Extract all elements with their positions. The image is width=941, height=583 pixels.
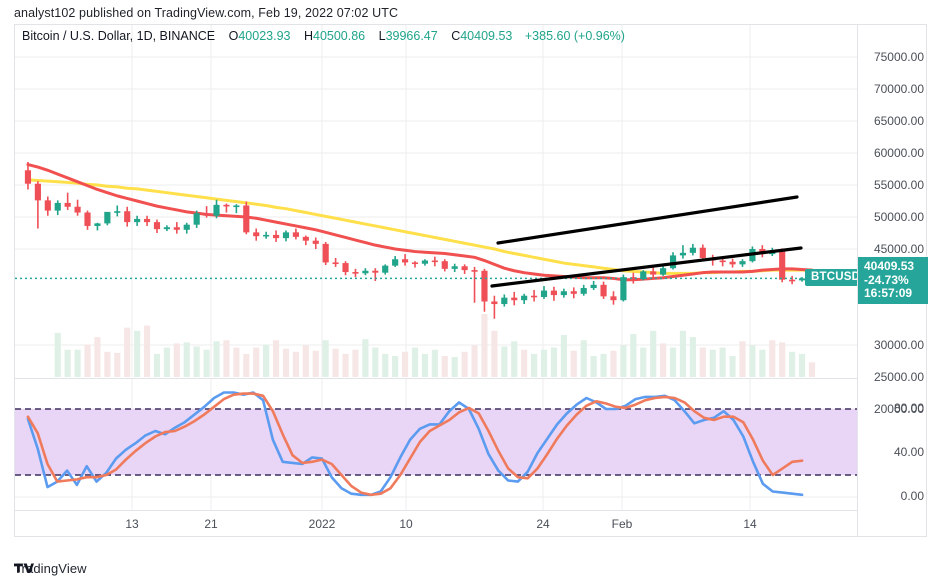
- current-price-value: 40409.53: [864, 259, 915, 274]
- price-tick-70000: 70000.00: [873, 82, 924, 96]
- current-price-percent: -24.73%: [864, 272, 909, 287]
- price-tick-20000: 20000.00: [873, 402, 924, 416]
- legend-symbol[interactable]: Bitcoin / U.S. Dollar, 1D, BINANCE: [22, 29, 216, 43]
- legend-close-label: C: [451, 29, 461, 43]
- legend-low-label: L: [378, 29, 386, 43]
- legend-high-label: H: [303, 29, 313, 43]
- stoch-tick-40: 40.00: [893, 445, 924, 459]
- stochastic-pane[interactable]: [15, 378, 857, 511]
- stoch-tick-0: 0.00: [900, 489, 924, 503]
- legend-high-value: 40500.86: [313, 29, 366, 43]
- time-tick-10: 10: [399, 517, 413, 531]
- price-tick-45000: 45000.00: [873, 242, 924, 256]
- time-tick-Feb: Feb: [611, 517, 633, 531]
- price-chart-svg: [15, 25, 857, 377]
- current-price-countdown: 16:57:09: [864, 286, 913, 301]
- price-tick-25000: 25000.00: [873, 370, 924, 384]
- tradingview-logo-icon: [14, 563, 34, 573]
- legend-change: +385.60 (+0.96%): [524, 29, 625, 43]
- chart-frame: Bitcoin / U.S. Dollar, 1D, BINANCE O4002…: [14, 24, 928, 537]
- legend-close-value: 40409.53: [460, 29, 513, 43]
- legend-open-value: 40023.93: [238, 29, 291, 43]
- time-tick-14: 14: [743, 517, 757, 531]
- price-axis[interactable]: 75000.00 70000.00 65000.00 60000.00 55000.00…: [857, 25, 928, 536]
- time-tick-24: 24: [536, 517, 550, 531]
- legend-low-value: 39966.47: [385, 29, 438, 43]
- last-price-symbol-tag: BTCUSD: [805, 269, 867, 287]
- time-tick-2022: 2022: [308, 517, 336, 531]
- price-tick-30000: 30000.00: [873, 338, 924, 352]
- price-tick-65000: 65000.00: [873, 114, 924, 128]
- legend-open-label: O: [228, 29, 239, 43]
- price-tick-55000: 55000.00: [873, 178, 924, 192]
- price-tick-50000: 50000.00: [873, 210, 924, 224]
- stochastic-chart-svg: [15, 379, 857, 511]
- price-tick-75000: 75000.00: [873, 50, 924, 64]
- current-price-badge: 40409.53 -24.73% 16:57:09: [858, 257, 928, 304]
- time-axis[interactable]: 13 21 2022 10 24 Feb 14: [15, 510, 857, 537]
- chart-legend: Bitcoin / U.S. Dollar, 1D, BINANCE O4002…: [15, 25, 857, 47]
- time-tick-21: 21: [204, 517, 218, 531]
- stoch-tick-80: 80.00: [893, 401, 924, 415]
- price-pane[interactable]: Bitcoin / U.S. Dollar, 1D, BINANCE O4002…: [15, 25, 867, 377]
- tradingview-brand: TradingView: [14, 561, 87, 576]
- price-tick-60000: 60000.00: [873, 146, 924, 160]
- publisher-attribution: analyst102 published on TradingView.com,…: [14, 6, 399, 20]
- time-tick-13: 13: [125, 517, 139, 531]
